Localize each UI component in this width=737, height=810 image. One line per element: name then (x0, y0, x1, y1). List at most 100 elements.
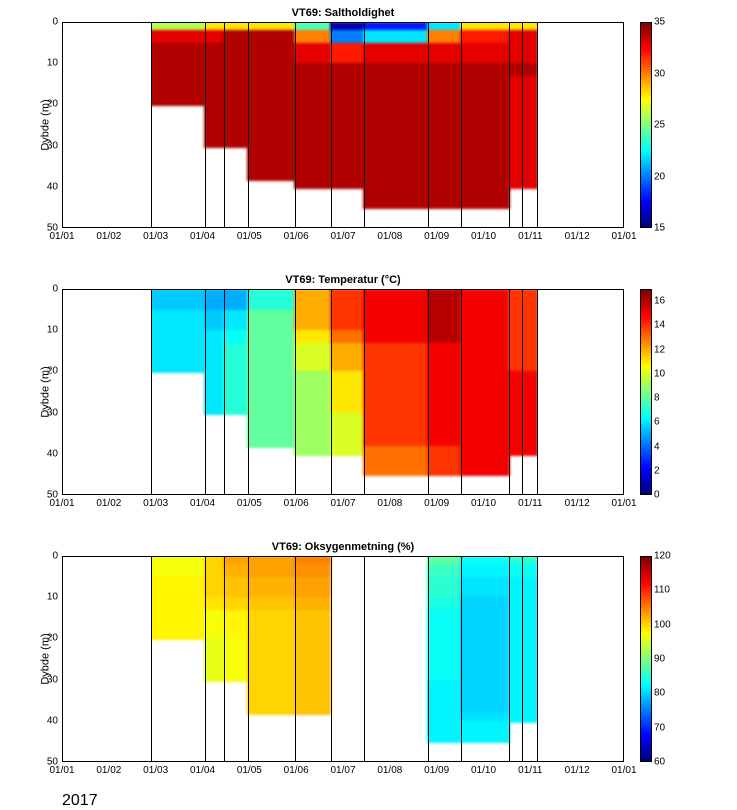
data-cell (223, 371, 249, 414)
x-tick-label: 01/10 (471, 228, 496, 242)
data-cell (294, 104, 331, 147)
colorbar-tick-label: 0 (654, 490, 660, 501)
data-cell (294, 610, 331, 641)
colorbar-gradient (640, 289, 652, 495)
x-tick-label: 01/07 (330, 495, 355, 509)
sample-line (428, 23, 429, 227)
data-cell (460, 104, 509, 147)
data-cell (247, 577, 296, 600)
x-tick-label: 01/05 (237, 495, 262, 509)
x-tick-label: 01/06 (284, 495, 309, 509)
sample-line (248, 23, 249, 227)
sample-line (428, 290, 429, 494)
data-cell (427, 577, 462, 600)
data-cell (427, 43, 462, 66)
x-axis-label: 2017 (62, 792, 624, 810)
colorbar-tick-label: 35 (654, 17, 665, 28)
data-cell (363, 104, 429, 147)
mask-area (537, 290, 623, 494)
x-tick-label: 01/04 (190, 228, 215, 242)
colorbar-tick-label: 12 (654, 344, 665, 355)
data-cell (247, 371, 296, 414)
data-cell (363, 310, 429, 333)
sample-line (224, 290, 225, 494)
data-cell (294, 146, 331, 181)
data-cell (247, 43, 296, 66)
data-cell (427, 413, 462, 448)
data-cell (294, 43, 331, 66)
panel-title: VT69: Saltholdighet (62, 7, 624, 19)
x-tick-label: 01/05 (237, 228, 262, 242)
x-tick-label: 01/10 (471, 762, 496, 776)
panel-salinity: VT69: SaltholdighetDybde (m)010203040500… (62, 22, 624, 228)
colorbar-tick-label: 70 (654, 722, 665, 733)
sample-line (248, 557, 249, 761)
data-cell (508, 104, 538, 147)
data-cell (247, 146, 296, 181)
data-cell (460, 577, 509, 600)
data-cell (427, 76, 462, 107)
sample-line (537, 557, 538, 761)
mask-area (537, 557, 623, 761)
data-cell (460, 454, 509, 477)
data-cell (204, 343, 225, 374)
x-tick-label: 01/12 (565, 228, 590, 242)
data-cell (204, 577, 225, 600)
data-cell (330, 446, 366, 456)
data-cell (294, 310, 331, 333)
data-cell (247, 310, 296, 333)
data-cell (460, 343, 509, 374)
x-tick-label: 01/03 (143, 762, 168, 776)
x-tick-label: 01/01 (611, 495, 636, 509)
sample-line (295, 557, 296, 761)
data-cell (150, 310, 206, 333)
colorbar-tick-label: 14 (654, 320, 665, 331)
data-cell (460, 413, 509, 448)
y-tick-label: 40 (47, 448, 62, 459)
data-cell (460, 187, 509, 210)
sample-line (151, 290, 152, 494)
data-cell (427, 310, 462, 333)
data-cell (223, 310, 249, 333)
data-cell (330, 371, 366, 414)
data-cell (204, 610, 225, 641)
colorbar-tick-label: 8 (654, 393, 660, 404)
x-tick-label: 01/02 (96, 762, 121, 776)
x-tick-label: 01/10 (471, 495, 496, 509)
data-cell (427, 638, 462, 681)
data-cell (150, 43, 206, 66)
data-cell (294, 343, 331, 374)
x-tick-label: 01/02 (96, 495, 121, 509)
colorbar-tick-label: 120 (654, 551, 671, 562)
x-tick-label: 01/02 (96, 228, 121, 242)
colorbar-tick-label: 4 (654, 441, 660, 452)
data-cell (460, 610, 509, 641)
axes-area (62, 22, 624, 228)
sample-line (151, 23, 152, 227)
sample-line (522, 557, 523, 761)
x-tick-label: 01/09 (424, 228, 449, 242)
data-cell (427, 454, 462, 477)
data-cell (294, 76, 331, 107)
data-cell (223, 343, 249, 374)
colorbar-tick-label: 80 (654, 688, 665, 699)
sample-line (364, 557, 365, 761)
colorbar-tick-label: 10 (654, 368, 665, 379)
sample-line (537, 290, 538, 494)
sample-line (331, 557, 332, 761)
colorbar: 60708090100110120 (640, 556, 652, 762)
data-cell (294, 413, 331, 448)
data-cell (223, 104, 249, 147)
colorbar-tick-label: 2 (654, 465, 660, 476)
data-cell (247, 680, 296, 715)
data-cell (223, 610, 249, 641)
colorbar: 1520253035 (640, 22, 652, 228)
data-cell (460, 638, 509, 681)
colorbar-tick-label: 60 (654, 757, 665, 768)
mask-area (63, 557, 151, 761)
sample-line (364, 290, 365, 494)
data-cell (363, 343, 429, 374)
y-tick-label: 0 (52, 17, 62, 28)
data-cell (508, 179, 538, 189)
x-tick-label: 01/11 (518, 228, 542, 242)
